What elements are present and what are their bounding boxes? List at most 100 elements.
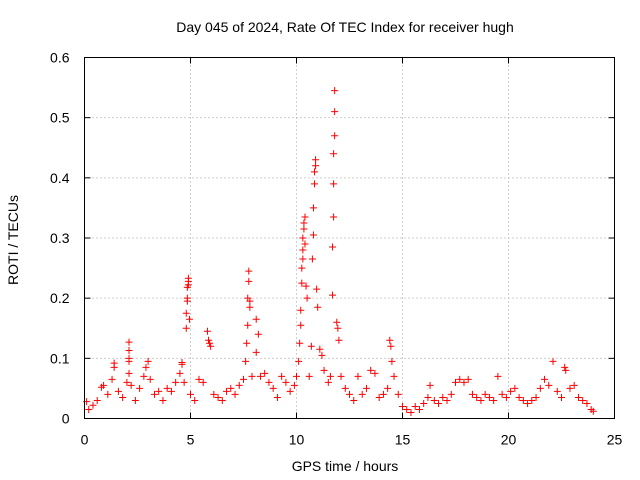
data-point [223, 387, 231, 395]
data-point [570, 381, 578, 389]
data-point [331, 132, 339, 140]
y-tick-label: 0.5 [50, 110, 70, 126]
data-point [303, 294, 311, 302]
y-tick-label: 0.6 [50, 50, 70, 66]
data-point [435, 399, 443, 407]
data-point [561, 363, 569, 371]
data-point [426, 381, 434, 389]
data-point [477, 396, 485, 404]
data-point [387, 342, 395, 350]
data-point [312, 162, 320, 170]
data-point [386, 336, 394, 344]
data-point [235, 381, 243, 389]
data-point [110, 359, 118, 367]
data-point [553, 387, 561, 395]
data-point [309, 204, 317, 212]
data-point [278, 372, 286, 380]
data-point [191, 396, 199, 404]
data-point [254, 330, 262, 338]
data-point [159, 396, 167, 404]
data-point [464, 375, 472, 383]
x-tick-label: 20 [501, 432, 517, 448]
data-point [515, 393, 523, 401]
data-point [388, 357, 396, 365]
data-point [172, 378, 180, 386]
data-point [439, 393, 447, 401]
data-point [127, 381, 135, 389]
data-point [125, 357, 133, 365]
data-point [167, 387, 175, 395]
data-point [313, 285, 321, 293]
data-point [394, 390, 402, 398]
data-point [245, 277, 253, 285]
data-point [519, 396, 527, 404]
data-point [337, 372, 345, 380]
data-point [142, 363, 150, 371]
data-point [524, 399, 532, 407]
data-point [180, 378, 188, 386]
data-point [485, 393, 493, 401]
data-point [207, 342, 215, 350]
data-point [498, 390, 506, 398]
data-point [119, 393, 127, 401]
data-point [558, 393, 565, 401]
data-point [297, 321, 305, 329]
data-point [182, 309, 190, 317]
data-point [299, 234, 307, 242]
data-point [330, 213, 338, 221]
data-point [227, 384, 235, 392]
data-point [371, 369, 379, 377]
data-point [131, 396, 139, 404]
data-point [176, 369, 184, 377]
data-point [456, 375, 464, 383]
data-point [178, 359, 186, 367]
y-tick-label: 0.3 [50, 230, 70, 246]
data-point [104, 390, 112, 398]
data-point [490, 396, 498, 404]
data-point [210, 390, 218, 398]
data-point [182, 324, 190, 332]
data-point [261, 369, 269, 377]
data-point [390, 372, 398, 380]
data-point [93, 396, 101, 404]
data-point [242, 357, 250, 365]
data-point [545, 381, 553, 389]
data-point [468, 390, 476, 398]
data-point [187, 390, 194, 398]
data-point [300, 225, 308, 233]
y-tick-label: 0.4 [50, 170, 70, 186]
data-point [298, 279, 306, 287]
data-point [532, 393, 540, 401]
grid-lines [84, 57, 615, 419]
data-point [295, 357, 303, 365]
data-point [150, 390, 158, 398]
data-point [324, 378, 332, 386]
x-tick-label: 0 [81, 432, 89, 448]
y-axis-label: ROTI / TECUs [5, 195, 21, 285]
data-point [125, 338, 133, 346]
data-point [460, 378, 468, 386]
data-point [265, 378, 273, 386]
data-point [399, 402, 406, 410]
data-point [350, 396, 358, 404]
data-point [589, 407, 597, 415]
data-point [566, 384, 574, 392]
data-point [420, 399, 428, 407]
data-point [311, 180, 319, 188]
data-point [243, 339, 251, 347]
data-point [305, 372, 313, 380]
data-point [549, 357, 557, 365]
data-point [307, 342, 315, 350]
data-point [541, 375, 549, 383]
data-point [331, 87, 339, 95]
chart-title: Day 045 of 2024, Rate Of TEC Index for r… [176, 19, 513, 35]
data-point [163, 384, 171, 392]
x-tick-label: 25 [607, 432, 623, 448]
data-point [375, 393, 383, 401]
x-tick-label: 10 [289, 432, 305, 448]
data-point [314, 303, 322, 311]
data-point [447, 390, 455, 398]
data-point [424, 393, 432, 401]
data-point [298, 264, 306, 272]
data-point [203, 327, 211, 335]
